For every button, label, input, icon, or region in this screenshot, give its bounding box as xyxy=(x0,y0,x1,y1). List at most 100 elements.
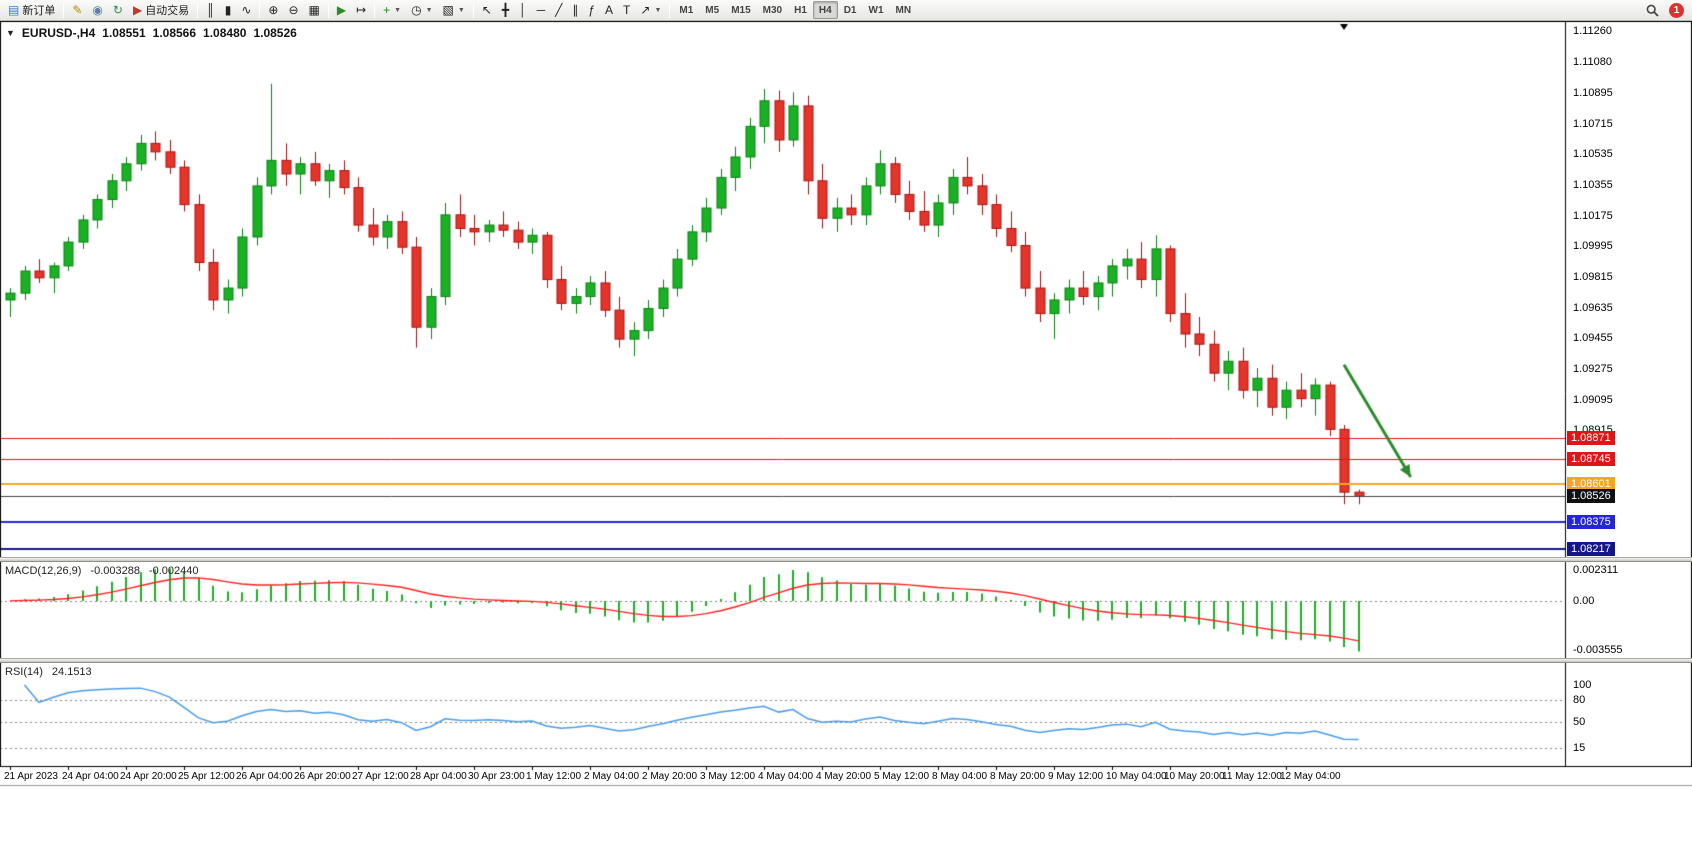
text-label-button[interactable]: T xyxy=(618,1,635,19)
tf-w1-button[interactable]: W1 xyxy=(863,1,890,19)
pane-separator-macd[interactable] xyxy=(0,557,1692,562)
candlestick-chart-icon: ▮ xyxy=(224,3,232,17)
zoom-in-button[interactable]: ⊕ xyxy=(263,1,283,19)
arrows-button[interactable]: ↗ ▼ xyxy=(635,1,666,19)
tf-m15-button[interactable]: M15 xyxy=(725,1,756,19)
new-order-button[interactable]: ▤ 新订单 xyxy=(3,1,60,19)
dropdown-caret-icon: ▼ xyxy=(394,6,402,14)
time-axis-label: 2 May 04:00 xyxy=(584,771,640,782)
equidistant-channel-button[interactable]: ∥ xyxy=(567,1,583,19)
chart-shift-button[interactable]: ↦ xyxy=(351,1,371,19)
cursor-button[interactable]: ↖ xyxy=(477,1,497,19)
macd-label: MACD(12,26,9) -0.003288 -0.002440 xyxy=(5,565,199,577)
community-button[interactable]: ◉ xyxy=(87,1,107,19)
price-line-badge: 1.08217 xyxy=(1567,542,1615,557)
zoom-in-icon: ⊕ xyxy=(268,3,279,17)
zoom-out-button[interactable]: ⊖ xyxy=(283,1,303,19)
autotrading-button[interactable]: ▶ 自动交易 xyxy=(128,1,194,19)
rsi-value: 24.1513 xyxy=(51,666,92,678)
price-axis[interactable]: 1.11260 1.11080 1.10895 1.10715 1.10535 1.103… xyxy=(1566,21,1692,787)
rsi-name: RSI(14) xyxy=(5,666,43,678)
metaeditor-button[interactable]: ✎ xyxy=(67,1,87,19)
pane-separator-rsi[interactable] xyxy=(0,658,1692,663)
text-button[interactable]: A xyxy=(600,1,618,19)
toolbar-right: 1 xyxy=(1641,1,1689,19)
price-tick-label: 1.09995 xyxy=(1573,240,1613,253)
tf-m30-button[interactable]: M30 xyxy=(757,1,788,19)
tf-m5-button[interactable]: M5 xyxy=(699,1,725,19)
time-axis-label: 8 May 20:00 xyxy=(990,771,1046,782)
price-chart-canvas[interactable] xyxy=(0,21,1692,787)
price-tick-label: 1.11080 xyxy=(1573,55,1612,68)
crosshair-button[interactable]: ╋ xyxy=(497,1,514,19)
time-axis-label: 30 Apr 23:00 xyxy=(468,771,525,782)
zoom-out-icon: ⊖ xyxy=(288,3,299,17)
cursor-icon: ↖ xyxy=(481,3,492,17)
chart-window: ▼ EURUSD-,H4 1.08551 1.08566 1.08480 1.0… xyxy=(0,21,1692,854)
tile-windows-icon: ▦ xyxy=(308,3,320,17)
time-axis-label: 4 May 20:00 xyxy=(816,771,872,782)
search-button[interactable] xyxy=(1641,1,1664,19)
autotrading-icon: ▶ xyxy=(132,3,143,17)
tile-windows-button[interactable]: ▦ xyxy=(304,1,325,19)
price-tick-label: 1.10535 xyxy=(1573,148,1613,161)
time-axis-label: 27 Apr 12:00 xyxy=(352,771,409,782)
quote-high: 1.08566 xyxy=(152,26,197,40)
quote-low: 1.08480 xyxy=(203,26,247,40)
time-axis-label: 9 May 12:00 xyxy=(1048,771,1104,782)
tf-m1-button[interactable]: M1 xyxy=(673,1,699,19)
chart-shift-icon: ↦ xyxy=(356,3,367,17)
trendline-icon: ╱ xyxy=(555,3,563,17)
time-axis-label: 2 May 20:00 xyxy=(642,771,698,782)
price-tick-label: 1.09635 xyxy=(1573,301,1613,314)
trendline-button[interactable]: ╱ xyxy=(550,1,567,19)
tf-mn-button[interactable]: MN xyxy=(890,1,918,19)
time-axis[interactable]: 21 Apr 2023 24 Apr 04:00 24 Apr 20:00 25 Ap… xyxy=(0,767,1692,785)
indicators-icon: + xyxy=(383,3,391,17)
candlestick-chart-button[interactable]: ▮ xyxy=(220,1,237,19)
search-icon xyxy=(1646,4,1659,17)
autotrading-button-label: 自动交易 xyxy=(145,5,190,17)
tf-h1-button[interactable]: H1 xyxy=(788,1,813,19)
macd-value-main: -0.003288 xyxy=(90,565,140,577)
new-order-button-label: 新订单 xyxy=(22,5,56,17)
dropdown-caret-icon: ▼ xyxy=(425,6,433,14)
quote-open: 1.08551 xyxy=(102,26,146,40)
horizontal-line-icon: ─ xyxy=(536,3,546,17)
toolbar-separator xyxy=(669,2,671,18)
templates-button[interactable]: ▧ ▼ xyxy=(438,1,470,19)
tf-m1-button-label: M1 xyxy=(679,4,694,16)
toolbar-separator xyxy=(374,2,376,18)
price-tick-label: 1.10895 xyxy=(1573,87,1613,100)
toolbar-separator xyxy=(327,2,329,18)
tf-m15-button-label: M15 xyxy=(731,4,751,16)
vertical-line-button[interactable]: │ xyxy=(514,1,532,19)
time-axis-label: 11 May 12:00 xyxy=(1222,771,1282,782)
dropdown-caret-icon: ▼ xyxy=(457,6,465,14)
time-axis-label: 1 May 12:00 xyxy=(526,771,582,782)
indicators-button[interactable]: + ▼ xyxy=(378,1,406,19)
fibonacci-button[interactable]: ƒ xyxy=(583,1,600,19)
time-axis-label: 4 May 04:00 xyxy=(758,771,814,782)
refresh-button[interactable]: ↻ xyxy=(108,1,128,19)
bar-chart-icon: ║ xyxy=(206,3,215,17)
horizontal-line-button[interactable]: ─ xyxy=(532,1,551,19)
line-chart-button[interactable]: ∿ xyxy=(236,1,256,19)
tf-d1-button[interactable]: D1 xyxy=(838,1,863,19)
chart-header: ▼ EURUSD-,H4 1.08551 1.08566 1.08480 1.0… xyxy=(6,26,297,40)
price-tick-label: 1.09095 xyxy=(1573,393,1613,406)
tf-h4-button[interactable]: H4 xyxy=(812,1,838,19)
price-tick-label: 1.09455 xyxy=(1573,332,1613,345)
macd-name: MACD(12,26,9) xyxy=(5,565,82,577)
symbol-menu-caret-icon[interactable]: ▼ xyxy=(6,28,15,38)
notifications-badge[interactable]: 1 xyxy=(1669,2,1684,18)
text-label-icon: T xyxy=(623,3,631,17)
auto-scroll-button[interactable]: ▶ xyxy=(332,1,351,19)
equidistant-channel-icon: ∥ xyxy=(572,3,579,17)
tf-d1-button-label: D1 xyxy=(843,4,857,16)
periods-button[interactable]: ◷ ▼ xyxy=(406,1,437,19)
price-line-badge: 1.08745 xyxy=(1567,452,1615,467)
bar-chart-button[interactable]: ║ xyxy=(201,1,220,19)
refresh-icon: ↻ xyxy=(112,3,123,17)
arrows-icon: ↗ xyxy=(640,3,651,17)
